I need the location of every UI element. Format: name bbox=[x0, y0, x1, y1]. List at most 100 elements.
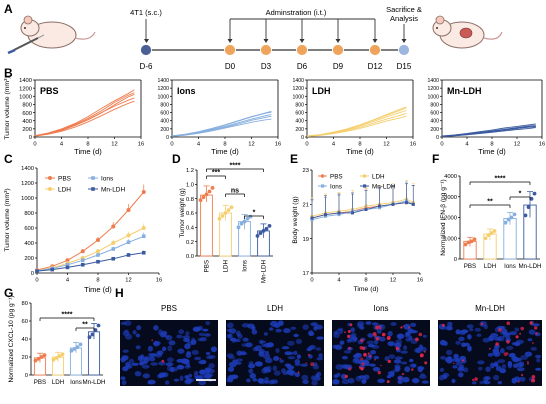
marker-stain bbox=[399, 377, 402, 380]
data-point bbox=[411, 202, 415, 206]
legend-marker bbox=[48, 187, 52, 191]
nucleus-stain bbox=[264, 357, 273, 364]
y-tick-label: 600 bbox=[160, 111, 169, 117]
timeline-day-label: D9 bbox=[333, 62, 344, 71]
marker-stain bbox=[532, 342, 534, 344]
panel-letter-B: B bbox=[4, 66, 13, 80]
marker-stain bbox=[381, 332, 386, 337]
nucleus-stain bbox=[150, 362, 158, 366]
data-point bbox=[469, 239, 474, 244]
data-point bbox=[204, 192, 209, 197]
nucleus-stain bbox=[228, 355, 236, 360]
data-point bbox=[141, 250, 146, 255]
marker-stain bbox=[297, 371, 300, 374]
marker-stain bbox=[279, 357, 282, 360]
nucleus-stain bbox=[343, 350, 352, 354]
y-tick-label: 1400 bbox=[19, 78, 32, 84]
marker-stain bbox=[305, 362, 308, 364]
nucleus-stain bbox=[248, 363, 256, 369]
treatment-timeline: D-6 D0 D3 D6 D9 D12 D15 4T1 (s.c.) Adminstrati… bbox=[130, 5, 422, 71]
y-tick-label: 1200 bbox=[19, 86, 32, 92]
data-point bbox=[36, 356, 41, 361]
nucleus-stain bbox=[514, 327, 520, 332]
x-tick-label: 12 bbox=[111, 142, 117, 148]
nucleus-stain bbox=[314, 376, 321, 381]
nucleus-stain bbox=[177, 348, 185, 354]
nucleus-stain bbox=[252, 378, 258, 382]
x-tick-label: 8 bbox=[223, 142, 226, 148]
y-tick-label: 1200 bbox=[292, 86, 304, 92]
nucleus-stain bbox=[396, 333, 405, 340]
significance-label: *** bbox=[212, 170, 220, 177]
nucleus-stain bbox=[248, 368, 254, 374]
nucleus-stain bbox=[528, 329, 536, 335]
x-axis-label: Time (d) bbox=[346, 147, 374, 156]
y-tick-label: 2000 bbox=[444, 216, 457, 222]
data-point bbox=[33, 358, 38, 363]
nucleus-stain bbox=[377, 378, 385, 383]
timeline-marker-D3 bbox=[260, 44, 272, 56]
nucleus-stain bbox=[178, 329, 185, 335]
injection-label: 4T1 (s.c.) bbox=[130, 8, 162, 17]
individual-curve bbox=[34, 89, 135, 137]
marker-stain bbox=[506, 352, 509, 355]
nucleus-stain bbox=[287, 356, 296, 360]
nucleus-stain bbox=[333, 331, 338, 335]
nucleus-stain bbox=[512, 363, 519, 368]
nucleus-stain bbox=[184, 365, 191, 369]
arrow-head bbox=[144, 39, 149, 43]
nucleus-stain bbox=[191, 350, 199, 355]
nucleus-stain bbox=[414, 348, 420, 353]
nucleus-stain bbox=[409, 358, 414, 363]
marker-stain bbox=[531, 378, 536, 383]
nucleus-stain bbox=[334, 344, 343, 350]
data-point bbox=[210, 186, 215, 190]
nucleus-stain bbox=[131, 362, 139, 366]
y-axis-label: Tumor volume (mm³) bbox=[4, 188, 11, 251]
nucleus-stain bbox=[251, 329, 258, 335]
nucleus-stain bbox=[402, 376, 410, 383]
data-point bbox=[364, 207, 368, 211]
nucleus-stain bbox=[278, 320, 284, 327]
marker-stain bbox=[534, 326, 538, 330]
legend-marker bbox=[321, 184, 325, 188]
data-point bbox=[255, 234, 260, 238]
legend-label: Mn-LDH bbox=[101, 187, 126, 194]
x-axis-label: Time (d) bbox=[211, 147, 239, 156]
x-tick-label: 4 bbox=[465, 142, 469, 148]
data-point bbox=[126, 240, 131, 245]
marker-stain bbox=[151, 339, 154, 342]
nucleus-stain bbox=[205, 321, 210, 326]
nucleus-stain bbox=[511, 342, 519, 346]
marker-stain bbox=[423, 350, 426, 353]
data-point bbox=[50, 267, 55, 272]
y-tick-label: 0.4 bbox=[186, 226, 195, 232]
nucleus-stain bbox=[471, 381, 477, 385]
x-tick-label: 4 bbox=[332, 142, 336, 148]
nucleus-stain bbox=[198, 360, 207, 365]
y-tick-label: 200 bbox=[22, 127, 32, 133]
y-tick-label: 3000 bbox=[444, 195, 457, 201]
marker-stain bbox=[529, 321, 533, 325]
nucleus-stain bbox=[493, 336, 502, 341]
x-tick-label: 0 bbox=[305, 142, 308, 148]
marker-stain bbox=[344, 331, 346, 334]
group-label: PBS bbox=[40, 86, 59, 96]
nucleus-stain bbox=[158, 372, 166, 378]
marker-stain bbox=[360, 338, 364, 343]
data-point bbox=[75, 345, 80, 349]
y-tick-label: 400 bbox=[24, 241, 34, 247]
nucleus-stain bbox=[167, 345, 173, 352]
nucleus-stain bbox=[149, 356, 156, 362]
nucleus-stain bbox=[264, 342, 272, 348]
data-point bbox=[523, 213, 528, 218]
marker-stain bbox=[368, 355, 372, 358]
significance-label: **** bbox=[230, 163, 241, 170]
nucleus-stain bbox=[158, 361, 166, 366]
y-tick-label: 400 bbox=[430, 119, 439, 125]
nucleus-stain bbox=[153, 341, 159, 347]
data-point bbox=[337, 211, 341, 215]
nucleus-stain bbox=[487, 353, 493, 357]
image-label: Ions bbox=[373, 304, 388, 313]
data-point bbox=[90, 332, 95, 337]
